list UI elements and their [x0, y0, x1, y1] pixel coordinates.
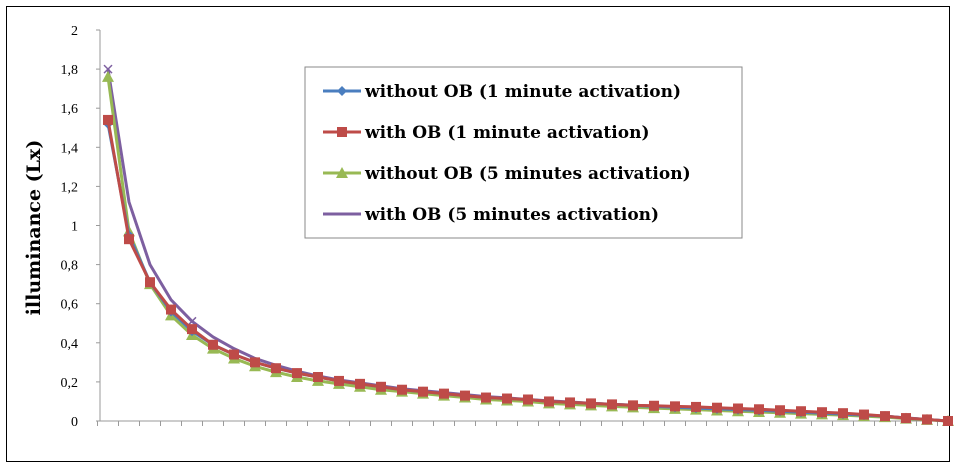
data-point — [943, 416, 953, 426]
data-point — [124, 234, 134, 245]
data-point — [670, 401, 680, 412]
data-point — [102, 70, 114, 82]
data-point — [103, 114, 113, 125]
data-point — [271, 363, 281, 374]
y-tick-label: 0 — [71, 415, 78, 430]
data-point — [544, 396, 554, 407]
data-point — [922, 414, 932, 425]
data-point — [880, 411, 890, 422]
data-point — [376, 381, 386, 392]
x-axis — [97, 420, 952, 426]
y-tick-label: 0,4 — [61, 337, 79, 352]
legend-item: without OB (5 minutes activation) — [323, 164, 691, 184]
data-point — [481, 392, 491, 403]
data-point — [355, 378, 365, 389]
data-point — [565, 397, 575, 408]
legend: without OB (1 minute activation) with OB … — [304, 66, 743, 239]
legend-item: with OB (5 minutes activation) — [323, 205, 659, 225]
y-tick-label: 0,2 — [61, 376, 79, 391]
data-point — [103, 64, 113, 74]
legend-label: without OB (5 minutes activation) — [364, 164, 691, 184]
data-point — [649, 400, 659, 411]
legend-label: with OB (1 minute activation) — [364, 123, 649, 143]
data-point — [607, 399, 617, 410]
data-point — [859, 409, 869, 420]
y-axis: 0 0,2 0,4 0,6 0,8 1 1,2 1,4 1,6 1,8 2 — [61, 24, 101, 430]
data-point — [754, 404, 764, 415]
data-point — [523, 394, 533, 405]
data-point — [397, 384, 407, 395]
data-point — [334, 375, 344, 386]
data-point — [145, 277, 155, 288]
data-point — [166, 304, 176, 315]
legend-item: with OB (1 minute activation) — [323, 123, 649, 143]
data-point — [208, 339, 218, 350]
data-point — [418, 386, 428, 397]
legend-label: without OB (1 minute activation) — [364, 82, 681, 102]
data-point — [838, 408, 848, 419]
data-point — [712, 402, 722, 413]
y-tick-label: 1,6 — [61, 102, 79, 117]
data-point — [775, 405, 785, 416]
data-point — [313, 372, 323, 383]
data-point — [817, 407, 827, 418]
y-tick-label: 2 — [71, 24, 78, 39]
legend-box — [304, 66, 743, 239]
y-tick-label: 0,6 — [61, 298, 79, 313]
data-point — [292, 368, 302, 379]
y-tick-label: 1 — [71, 220, 78, 235]
legend-marker — [337, 127, 347, 137]
series-2 — [103, 114, 953, 426]
data-point — [586, 398, 596, 409]
legend-marker — [337, 86, 347, 96]
data-point — [901, 413, 911, 424]
data-point — [691, 401, 701, 412]
series-layer — [102, 64, 954, 426]
y-axis-label: illuminance (Lx) — [23, 140, 45, 316]
data-point — [250, 357, 260, 368]
y-tick-label: 1,4 — [61, 141, 79, 156]
legend-label: with OB (5 minutes activation) — [364, 205, 659, 225]
data-point — [733, 403, 743, 414]
y-tick-label: 1,8 — [61, 63, 79, 78]
y-tick-label: 1,2 — [61, 180, 79, 195]
data-point — [439, 388, 449, 399]
data-point — [187, 316, 197, 326]
y-tick-label: 0,8 — [61, 259, 79, 274]
data-point — [796, 406, 806, 417]
data-point — [628, 400, 638, 411]
data-point — [502, 393, 512, 404]
data-point — [460, 390, 470, 401]
data-point — [229, 349, 239, 360]
legend-item: without OB (1 minute activation) — [323, 82, 681, 102]
data-point — [187, 324, 197, 335]
legend-marker — [336, 167, 348, 178]
